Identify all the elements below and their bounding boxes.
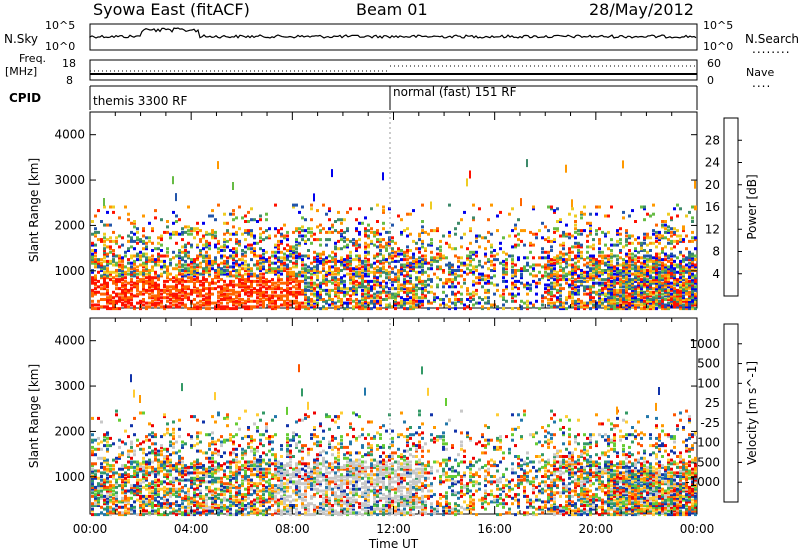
ylabel-2: Slant Range [km] (27, 364, 41, 468)
ytick-label-2-1: 2000 (54, 424, 85, 438)
cpid-mode-1: themis 3300 RF (93, 94, 188, 108)
colorbar-2 (723, 323, 742, 503)
xtick-label-4: 16:00 (477, 522, 512, 536)
noise-left-tick-bottom: 10^0 (45, 40, 75, 53)
colorbar-1 (723, 117, 742, 297)
freq-unit-label: [MHz] (5, 65, 38, 78)
xtick-label-2: 08:00 (275, 522, 310, 536)
colorbar-tick-2-2: 100 (697, 376, 720, 390)
xtick-label-1: 04:00 (174, 522, 209, 536)
heatmap-panel-1 (89, 111, 742, 311)
xtick-label-3: 12:00 (376, 522, 411, 536)
colorbar-tick-2-6: -500 (693, 455, 720, 469)
colorbar-label-2: Velocity [m s^-1] (745, 361, 759, 465)
date-label: 28/May/2012 (589, 0, 694, 19)
ytick-label-1-0: 1000 (54, 264, 85, 278)
ytick-label-1-1: 2000 (54, 218, 85, 232)
freq-left-tick-bottom: 8 (66, 74, 73, 87)
xlabel: Time UT (368, 537, 419, 551)
freq-panel-frame (89, 59, 698, 81)
nave-line-key: .... (752, 76, 772, 90)
colorbar-tick-2-0: 1000 (689, 337, 720, 351)
colorbar-tick-2-3: 25 (705, 396, 720, 410)
freq-label: Freq. (19, 52, 47, 65)
ylabel-1: Slant Range [km] (27, 158, 41, 262)
ytick-label-1-3: 4000 (54, 128, 85, 142)
noise-sky-trace (89, 27, 697, 39)
colorbar-tick-1-5: 24 (705, 156, 720, 170)
colorbar-tick-1-4: 20 (705, 178, 720, 192)
ytick-label-1-2: 3000 (54, 173, 85, 187)
heatmap-cells-1 (91, 159, 697, 311)
plot-title: Syowa East (fitACF) (93, 0, 250, 19)
colorbar-tick-2-7: -1000 (685, 475, 720, 489)
cpid-label: CPID (9, 91, 42, 105)
heatmap-cells-2 (91, 364, 697, 517)
colorbar-tick-2-1: 500 (697, 357, 720, 371)
freq-left-tick-top: 18 (62, 57, 76, 70)
noise-sky-label: N.Sky (4, 32, 39, 46)
cpid-mode-2: normal (fast) 151 RF (393, 85, 517, 99)
colorbar-tick-1-0: 4 (712, 267, 720, 281)
nave-label: Nave (746, 66, 775, 79)
noise-search-line-key: ........ (752, 42, 791, 56)
noise-left-tick-top: 10^5 (45, 19, 75, 32)
ytick-label-2-0: 1000 (54, 470, 85, 484)
xtick-label-6: 00:00 (680, 522, 715, 536)
ytick-label-2-2: 3000 (54, 379, 85, 393)
ytick-label-2-3: 4000 (54, 334, 85, 348)
colorbar-tick-1-1: 8 (712, 245, 720, 259)
xtick-label-5: 20:00 (579, 522, 614, 536)
noise-search-label: N.Search (745, 32, 800, 46)
colorbar-label-1: Power [dB] (745, 174, 759, 239)
beam-label: Beam 01 (356, 0, 428, 19)
xtick-label-0: 00:00 (73, 522, 108, 536)
colorbar-tick-2-5: -100 (693, 436, 720, 450)
colorbar-tick-2-4: -25 (700, 416, 720, 430)
colorbar-tick-1-3: 16 (705, 200, 720, 214)
colorbar-tick-1-6: 28 (705, 133, 720, 147)
noise-right-tick-top: 10^5 (703, 19, 733, 32)
nave-right-tick-bottom: 0 (707, 74, 714, 87)
colorbar-tick-1-2: 12 (705, 222, 720, 236)
noise-right-tick-bottom: 10^0 (703, 40, 733, 53)
nave-right-tick-top: 60 (707, 57, 721, 70)
heatmap-panel-2 (89, 317, 742, 517)
